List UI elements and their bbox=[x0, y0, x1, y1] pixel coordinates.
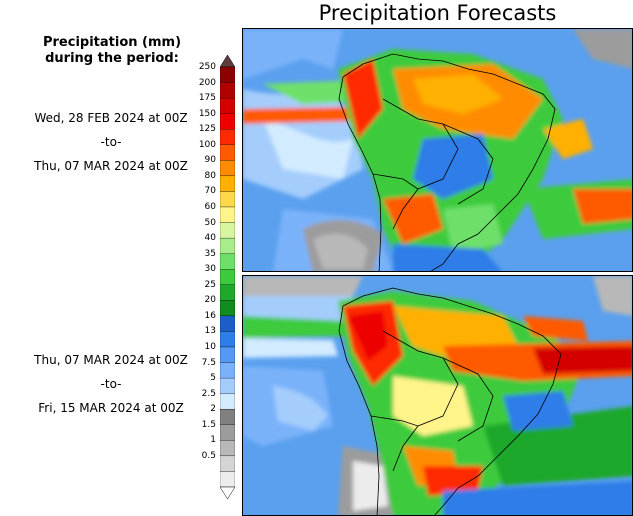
color-bar bbox=[220, 55, 235, 499]
color-bar-segment bbox=[220, 346, 235, 363]
color-bar-tick-label: 80 bbox=[204, 170, 216, 181]
color-bar-tick-label: 250 bbox=[198, 62, 216, 72]
period-2-start: Thu, 07 MAR 2024 at 00Z bbox=[34, 353, 188, 367]
color-bar-segment bbox=[220, 409, 235, 425]
color-bar-tick-label: 2 bbox=[210, 404, 216, 415]
color-bar-tick-label: 5 bbox=[210, 373, 216, 384]
color-bar-segment bbox=[220, 206, 235, 223]
color-bar-segment bbox=[220, 237, 235, 254]
color-bar-tick-label: 100 bbox=[198, 139, 216, 150]
color-bar-segment bbox=[220, 269, 235, 285]
map-graphic-period-1 bbox=[243, 29, 632, 271]
color-bar-tick-label: 1.5 bbox=[201, 419, 216, 430]
color-bar-cap-bottom bbox=[220, 486, 235, 499]
color-bar-tick-label: 10 bbox=[204, 342, 216, 352]
color-bar-graphic bbox=[220, 55, 235, 499]
color-bar-segment bbox=[220, 129, 235, 145]
color-bar-tick-label: 40 bbox=[204, 233, 216, 244]
color-bar-segment bbox=[220, 393, 235, 410]
color-bar-segment bbox=[220, 160, 235, 177]
color-bar-segment bbox=[220, 253, 235, 270]
color-bar-segment bbox=[220, 113, 235, 130]
period-1-start: Wed, 28 FEB 2024 at 00Z bbox=[34, 111, 188, 125]
forecast-map-period-1 bbox=[242, 28, 633, 272]
color-bar-tick-label: 200 bbox=[198, 77, 216, 88]
legend-title-line-1: Precipitation (mm) bbox=[42, 35, 182, 50]
period-2-separator: -to- bbox=[100, 377, 122, 391]
color-bar-tick-label: 125 bbox=[198, 124, 216, 135]
period-2-end: Fri, 15 MAR 2024 at 00Z bbox=[38, 401, 184, 415]
color-bar-tick-label: 175 bbox=[198, 93, 216, 104]
color-bar-segment bbox=[220, 331, 235, 348]
color-bar-segment bbox=[220, 144, 235, 161]
color-bar-segment bbox=[220, 424, 235, 441]
color-bar-segment bbox=[220, 82, 235, 99]
page-title: Precipitation Forecasts bbox=[318, 1, 557, 25]
color-bar-segment bbox=[220, 191, 235, 208]
color-bar-segment bbox=[220, 175, 235, 192]
color-bar-segment bbox=[220, 222, 235, 239]
forecast-map-period-2 bbox=[242, 275, 633, 516]
color-bar-segment bbox=[220, 284, 235, 301]
color-bar-segment bbox=[220, 362, 235, 379]
color-bar-tick-label: 0.5 bbox=[201, 450, 216, 461]
color-bar-segment bbox=[220, 300, 235, 317]
color-bar-tick-label: 13 bbox=[204, 326, 216, 337]
legend-title-line-2: during the period: bbox=[45, 51, 179, 66]
color-bar-tick-label: 30 bbox=[204, 264, 216, 275]
color-bar-tick-label: 2.5 bbox=[201, 388, 216, 399]
color-bar-segment bbox=[220, 471, 235, 488]
color-bar-segment bbox=[220, 377, 235, 394]
color-bar-segment bbox=[220, 97, 235, 114]
map-graphic-period-2 bbox=[243, 276, 632, 515]
color-bar-tick-label: 70 bbox=[204, 186, 216, 197]
period-1-separator: -to- bbox=[100, 135, 122, 149]
color-bar-segment bbox=[220, 66, 235, 83]
color-bar-tick-label: 16 bbox=[204, 310, 216, 321]
color-bar-tick-label: 50 bbox=[204, 217, 216, 228]
color-bar-tick-label: 150 bbox=[198, 108, 216, 119]
period-1-end: Thu, 07 MAR 2024 at 00Z bbox=[34, 159, 188, 173]
color-bar-tick-label: 60 bbox=[204, 202, 216, 212]
color-bar-tick-label: 25 bbox=[204, 279, 216, 290]
color-bar-tick-label: 1 bbox=[210, 435, 216, 446]
color-bar-tick-label: 35 bbox=[204, 248, 216, 259]
color-bar-cap-top bbox=[220, 55, 235, 68]
color-bar-tick-label: 20 bbox=[204, 295, 216, 306]
color-bar-labels: 250 200 175 150 125 100 90 80 70 60 50 40 35 30 25 20 16… bbox=[188, 0, 216, 516]
color-bar-segment bbox=[220, 440, 235, 457]
color-bar-tick-label: 7.5 bbox=[201, 357, 216, 368]
color-bar-segment bbox=[220, 315, 235, 332]
color-bar-tick-label: 90 bbox=[204, 155, 216, 166]
color-bar-segment bbox=[220, 455, 235, 472]
legend-title: Precipitation (mm) during the period: bbox=[12, 35, 212, 67]
